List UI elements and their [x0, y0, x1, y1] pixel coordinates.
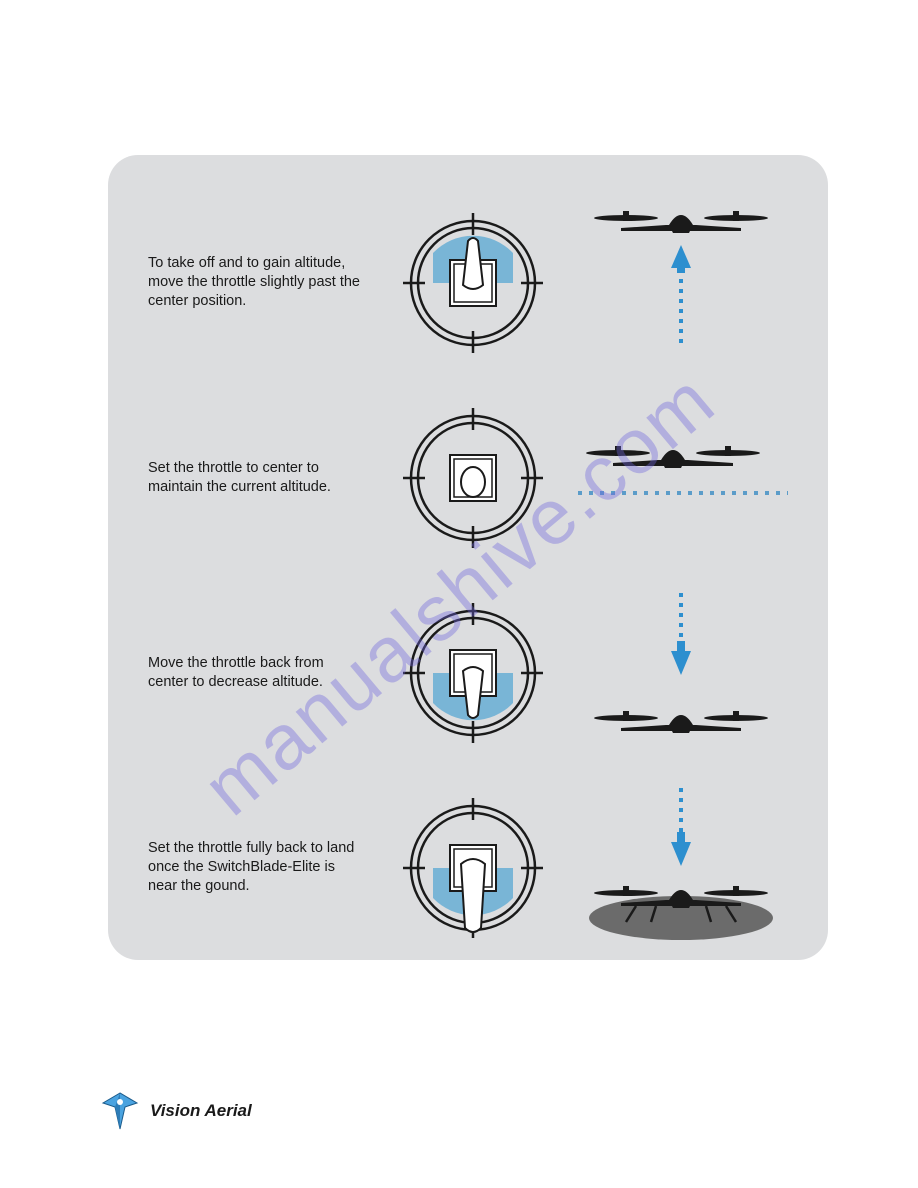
throttle-diagram	[373, 213, 573, 353]
instruction-panel: To take off and to gain altitude, move t…	[108, 155, 828, 960]
instruction-row: Set the throttle fully back to land once…	[148, 775, 788, 960]
throttle-diagram	[373, 603, 573, 743]
instruction-text: Set the throttle to center to maintain t…	[148, 459, 373, 497]
drone-diagram	[573, 580, 788, 765]
instruction-text: Set the throttle fully back to land once…	[148, 839, 373, 896]
instruction-row: Set the throttle to center to maintain t…	[148, 385, 788, 570]
throttle-diagram	[373, 798, 573, 938]
drone-diagram	[573, 775, 788, 960]
throttle-diagram	[373, 408, 573, 548]
instruction-row: Move the throttle back from center to de…	[148, 580, 788, 765]
logo-icon	[95, 1089, 145, 1133]
instruction-row: To take off and to gain altitude, move t…	[148, 190, 788, 375]
logo-brand-text: Vision Aerial	[150, 1101, 252, 1121]
drone-diagram	[573, 385, 788, 570]
instruction-text: To take off and to gain altitude, move t…	[148, 254, 373, 311]
footer-logo: Vision Aerial	[95, 1089, 252, 1133]
drone-diagram	[573, 190, 788, 375]
instruction-text: Move the throttle back from center to de…	[148, 654, 373, 692]
